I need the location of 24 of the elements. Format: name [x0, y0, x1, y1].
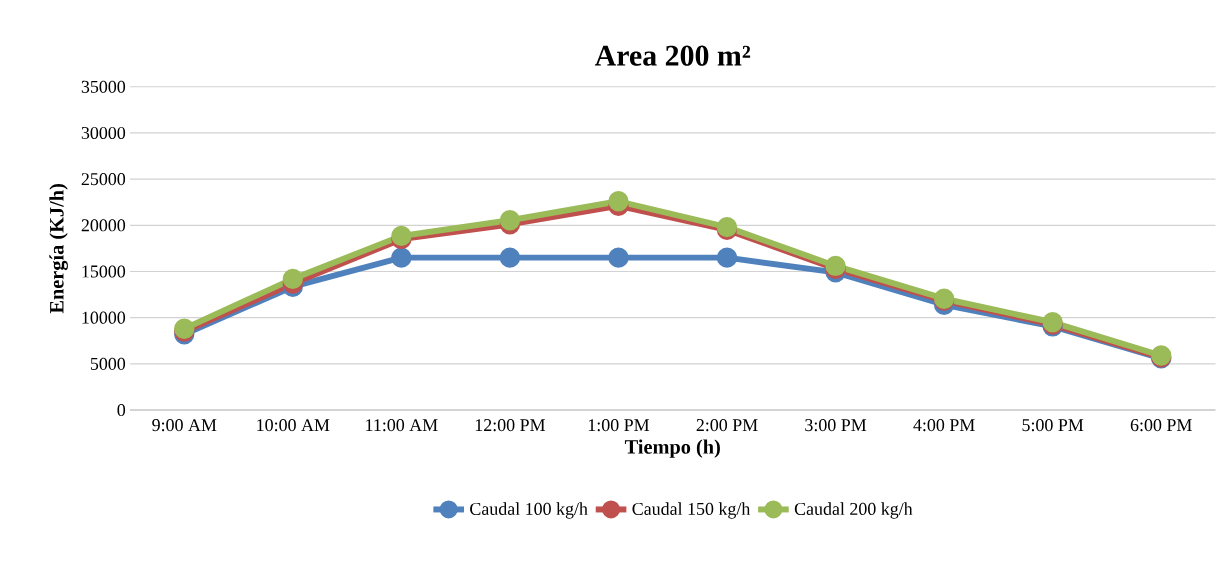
x-axis-title: Tiempo (h): [624, 439, 720, 458]
chart-title: Area 200 m²: [594, 45, 751, 66]
x-tick-label: 11:00 AM: [366, 418, 438, 432]
y-tick-label: 15000: [82, 265, 126, 278]
y-tick-label: 25000: [81, 172, 126, 186]
x-tick-label: 9:00 AM: [152, 418, 217, 432]
legend-label: Caudal 100 kg/h: [470, 502, 588, 519]
x-tick-label: 1:00 PM: [588, 418, 650, 432]
y-tick-label: 30000: [81, 126, 126, 139]
x-tick-label: 12:00 PM: [475, 418, 546, 432]
x-tick-label: 3:00 PM: [805, 418, 867, 432]
x-tick-label: 6:00 PM: [1130, 418, 1192, 432]
legend-label: Caudal 200 kg/h: [794, 502, 913, 519]
y-tick-label: 35000: [81, 80, 126, 93]
y-tick-label: 10000: [82, 311, 126, 324]
x-tick-label: 10:00 AM: [257, 418, 330, 432]
y-axis-title: Energía (KJ/h): [49, 183, 68, 314]
x-tick-label: 4:00 PM: [913, 418, 975, 432]
x-tick-label: 5:00 PM: [1022, 418, 1084, 432]
legend-label: Caudal 150 kg/h: [632, 502, 751, 519]
x-tick-label: 2:00 PM: [696, 418, 758, 432]
y-tick-label: 20000: [81, 219, 126, 232]
y-tick-label: 0: [117, 403, 126, 416]
y-tick-label: 5000: [90, 357, 126, 370]
